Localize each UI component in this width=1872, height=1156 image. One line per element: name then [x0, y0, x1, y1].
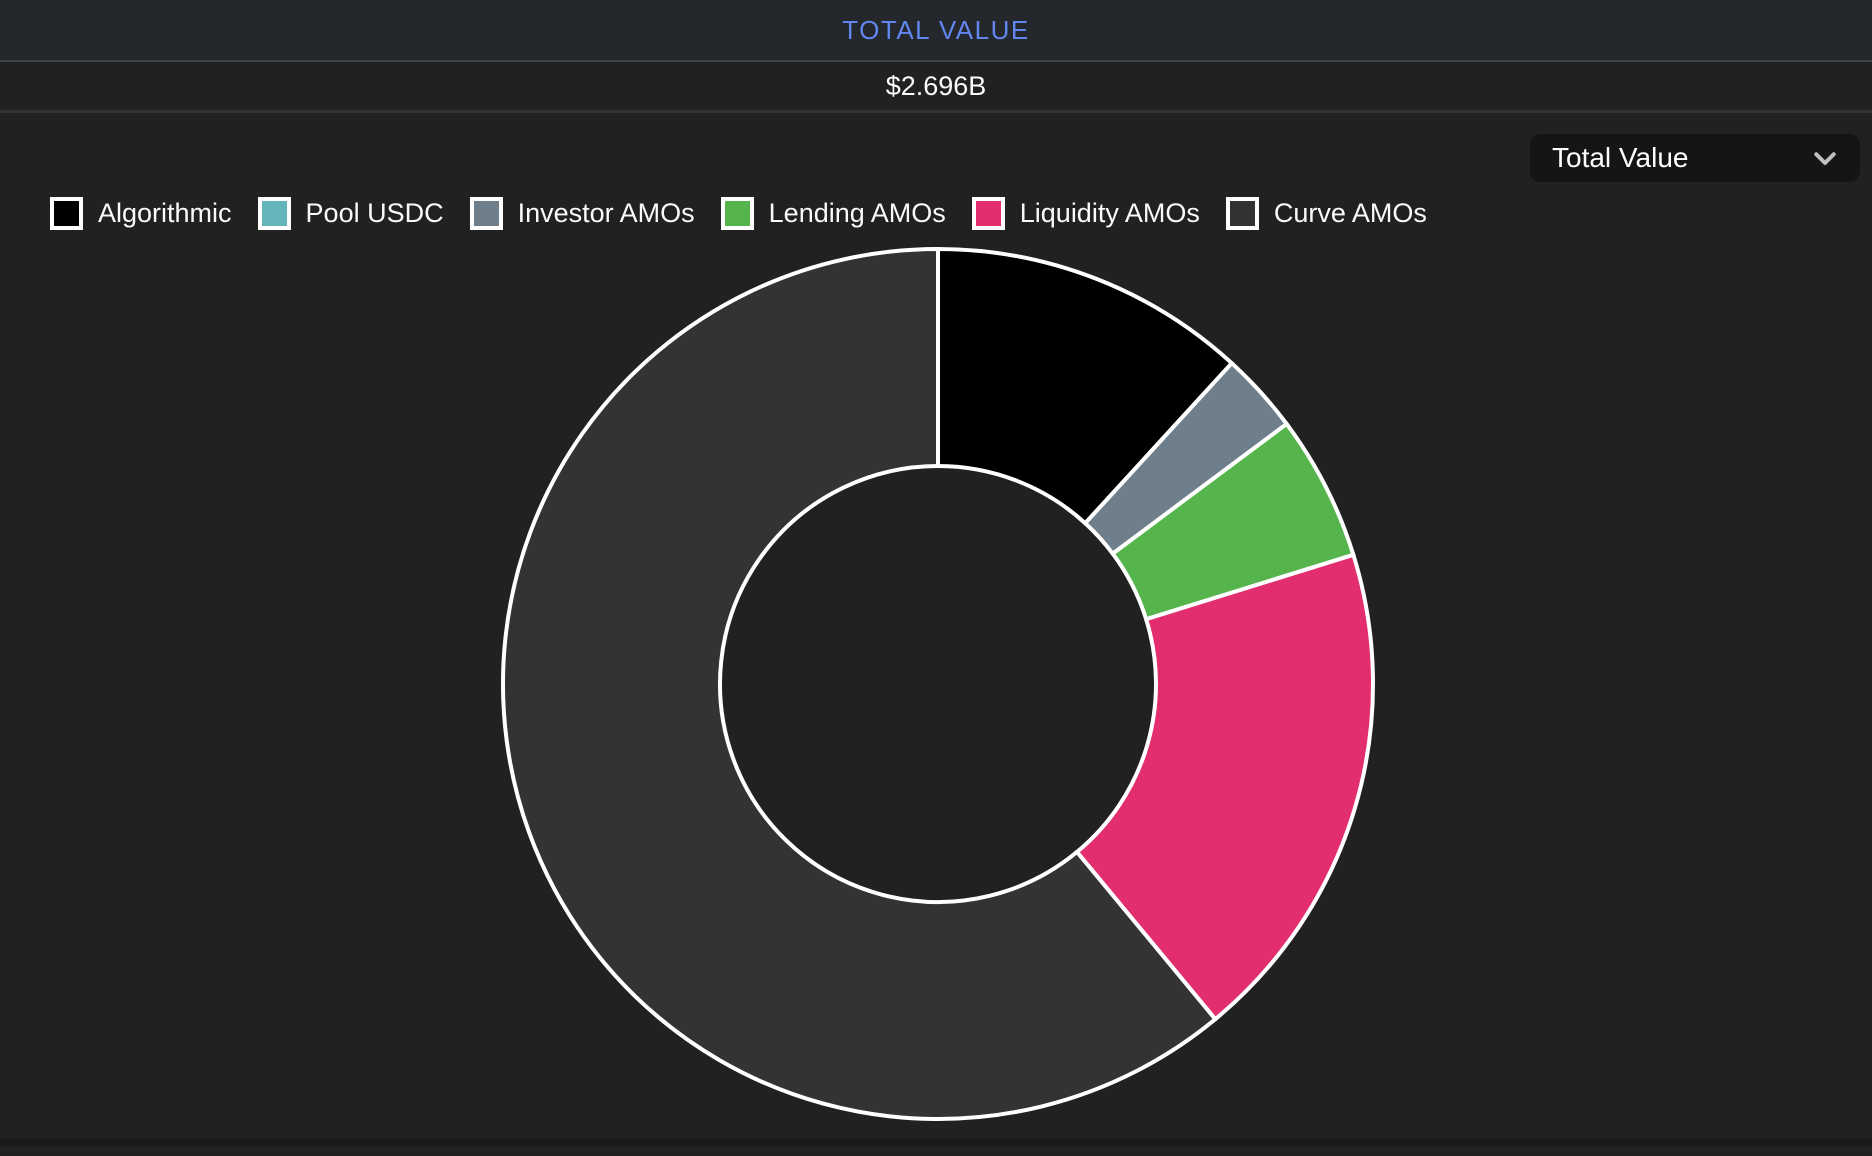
legend-swatch: [469, 197, 503, 230]
chart-area: Total Value Algorithmic Pool USDC Investor…: [0, 113, 1872, 1146]
donut-slice-curve-amos[interactable]: [501, 246, 1219, 1121]
total-value-row: $2.696B: [0, 62, 1872, 113]
chart-legend: Algorithmic Pool USDC Investor AMOs Lending…: [50, 197, 1427, 230]
legend-label: Pool USDC: [305, 198, 444, 228]
legend-swatch: [720, 197, 754, 230]
legend-swatch: [257, 197, 291, 230]
metric-dropdown-selected: Total Value: [1552, 142, 1689, 173]
legend-label: Liquidity AMOs: [1019, 198, 1200, 228]
chevron-down-icon: [1814, 152, 1836, 165]
legend-item-investor-amos[interactable]: Investor AMOs: [469, 197, 695, 230]
legend-item-algorithmic[interactable]: Algorithmic: [50, 197, 232, 230]
donut-slice-liquidity-amos[interactable]: [1074, 552, 1375, 1022]
metric-dropdown[interactable]: Total Value: [1530, 134, 1860, 182]
donut-chart: [501, 246, 1375, 1121]
total-value-amount: $2.696B: [885, 70, 987, 101]
legend-item-liquidity-amos[interactable]: Liquidity AMOs: [971, 197, 1200, 230]
legend-label: Curve AMOs: [1273, 198, 1427, 228]
legend-label: Investor AMOs: [517, 198, 695, 228]
legend-swatch: [1225, 197, 1259, 230]
section-divider: [0, 1139, 1872, 1146]
donut-chart-container: [488, 234, 1388, 1134]
legend-item-pool-usdc[interactable]: Pool USDC: [257, 197, 444, 230]
legend-swatch: [971, 197, 1005, 230]
legend-item-curve-amos[interactable]: Curve AMOs: [1225, 197, 1427, 230]
legend-label: Lending AMOs: [768, 198, 946, 228]
legend-label: Algorithmic: [98, 198, 232, 228]
panel-header: TOTAL VALUE: [0, 0, 1872, 62]
legend-item-lending-amos[interactable]: Lending AMOs: [720, 197, 946, 230]
legend-swatch: [50, 197, 83, 230]
panel-title: TOTAL VALUE: [842, 14, 1030, 45]
donut-slice-algorithmic[interactable]: [936, 246, 1235, 527]
